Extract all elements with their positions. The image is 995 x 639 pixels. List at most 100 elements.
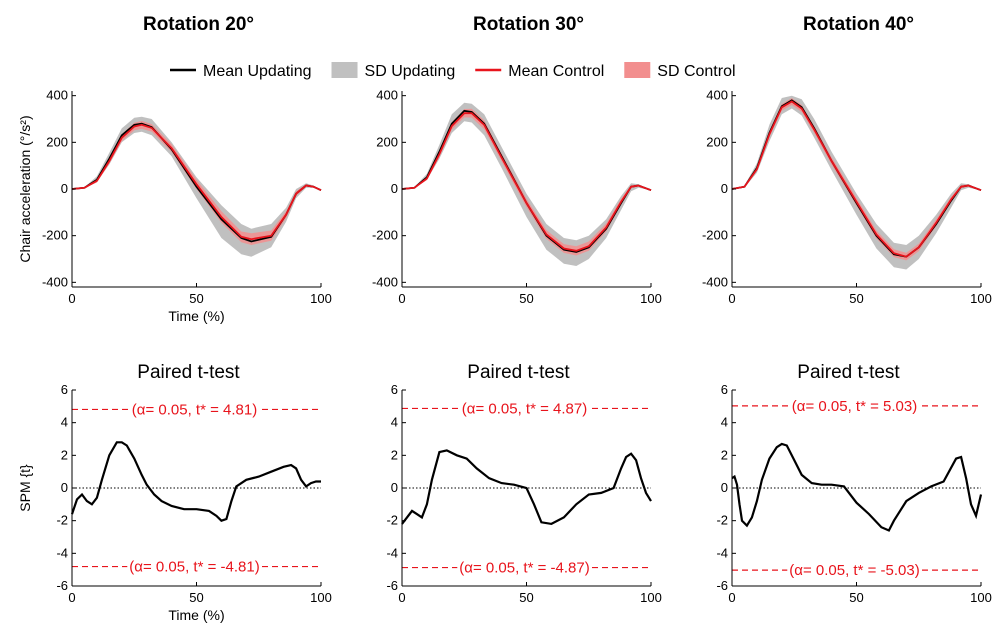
x-tick-label: 100 [970, 291, 992, 306]
y-tick-label: 0 [391, 181, 398, 196]
threshold-label-background [789, 397, 920, 415]
y-tick-label: 400 [376, 88, 398, 103]
mean-updating-line [731, 99, 982, 258]
x-tick-label: 50 [519, 590, 533, 605]
mean-control-line [71, 123, 322, 241]
y-axis-label: SPM {t} [17, 464, 33, 512]
x-tick-label: 50 [519, 291, 533, 306]
spm-t-curve [401, 449, 652, 526]
x-tick-label: 0 [68, 590, 75, 605]
chart-title: Paired t-test [467, 362, 570, 383]
chart-title: Paired t-test [797, 362, 900, 383]
sd-control-band [402, 108, 651, 256]
acceleration-chart-2: Rotation 30° 0 50 100 400 200 0 -200 -400 [372, 14, 662, 306]
x-tick-label: 100 [640, 291, 662, 306]
mean-control-line [401, 112, 652, 252]
y-tick-label: -200 [702, 228, 728, 243]
critical-threshold-label: (α= 0.05, t* = -5.03) [789, 562, 919, 579]
y-tick-label: -2 [56, 513, 68, 528]
spm-chart-3: Paired t-test (α= 0.05, t* = 5.03) (α= 0.0… [716, 362, 991, 605]
y-tick-label: -400 [372, 274, 398, 289]
legend-item-sd-control: SD Control [624, 62, 736, 80]
spm-chart-2: Paired t-test (α= 0.05, t* = 4.87) (α= 0.0… [386, 362, 661, 605]
y-tick-label: 6 [721, 382, 728, 397]
y-tick-label: -400 [702, 274, 728, 289]
chart-title: Rotation 30° [473, 14, 584, 35]
critical-threshold-label: (α= 0.05, t* = 4.87) [462, 400, 587, 417]
y-tick-label: -4 [716, 545, 728, 560]
y-tick-label: -200 [42, 228, 68, 243]
critical-threshold-label: (α= 0.05, t* = 4.81) [132, 401, 257, 418]
y-tick-label: 4 [61, 415, 68, 430]
y-tick-label: 0 [721, 480, 728, 495]
y-tick-label: 0 [721, 181, 728, 196]
critical-threshold-label: (α= 0.05, t* = 5.03) [792, 398, 917, 415]
x-tick-label: 100 [310, 291, 332, 306]
y-tick-label: -2 [386, 513, 398, 528]
acceleration-chart-1: Rotation 20° 0 50 100 400 200 0 -200 -400 Time (%… [17, 14, 332, 324]
y-tick-label: -6 [386, 578, 398, 593]
acceleration-chart-3: Rotation 40° 0 50 100 400 200 0 -200 -400 [702, 14, 992, 306]
x-tick-label: 0 [398, 590, 405, 605]
y-tick-label: 200 [706, 134, 728, 149]
x-tick-label: 0 [728, 590, 735, 605]
y-tick-label: 0 [61, 480, 68, 495]
y-tick-label: -6 [56, 578, 68, 593]
y-tick-label: 2 [721, 447, 728, 462]
x-tick-label: 50 [849, 291, 863, 306]
spm-chart-1: Paired t-test (α= 0.05, t* = 4.81) (α= 0.0… [17, 362, 332, 623]
legend-item-mean-control: Mean Control [475, 63, 604, 80]
sd-updating-band [732, 95, 981, 270]
y-tick-label: -4 [386, 545, 398, 560]
y-tick-label: 6 [61, 382, 68, 397]
spm-t-curve [70, 441, 321, 522]
sd-updating-band [402, 102, 651, 266]
x-axis-label: Time (%) [168, 308, 224, 324]
x-tick-label: 100 [970, 590, 992, 605]
chart-title: Rotation 40° [803, 14, 914, 35]
spm-t-curve [731, 442, 983, 532]
y-tick-label: 2 [391, 447, 398, 462]
y-tick-label: -2 [716, 513, 728, 528]
y-tick-label: -200 [372, 228, 398, 243]
legend-item-mean-updating: Mean Updating [170, 63, 312, 80]
y-tick-label: 400 [706, 88, 728, 103]
y-tick-label: -6 [716, 578, 728, 593]
y-tick-label: 6 [391, 382, 398, 397]
x-tick-label: 50 [189, 291, 203, 306]
threshold-label-background [129, 401, 260, 419]
critical-threshold-label: (α= 0.05, t* = -4.87) [459, 560, 589, 577]
y-tick-label: -400 [42, 274, 68, 289]
x-tick-label: 50 [189, 590, 203, 605]
y-tick-label: 200 [46, 134, 68, 149]
threshold-label-background [787, 562, 922, 580]
x-axis-label: Time (%) [168, 607, 224, 623]
y-tick-label: -4 [56, 545, 68, 560]
legend-patch-swatch [331, 62, 358, 78]
y-tick-label: 200 [376, 134, 398, 149]
y-tick-label: 0 [61, 181, 68, 196]
mean-updating-line [401, 109, 652, 253]
critical-threshold-label: (α= 0.05, t* = -4.81) [129, 559, 259, 576]
legend-label: SD Updating [365, 63, 456, 80]
legend: Mean Updating SD Updating Mean Control SD C… [170, 62, 736, 80]
legend-label: SD Control [657, 63, 735, 80]
y-axis-label: Chair acceleration (°/s²) [17, 115, 33, 262]
x-tick-label: 0 [728, 291, 735, 306]
y-tick-label: 4 [721, 415, 728, 430]
threshold-label-background [127, 558, 262, 576]
x-tick-label: 0 [398, 291, 405, 306]
legend-label: Mean Control [508, 63, 604, 80]
x-tick-label: 100 [640, 590, 662, 605]
legend-label: Mean Updating [203, 63, 312, 80]
legend-patch-swatch [624, 62, 651, 78]
threshold-label-background [457, 559, 592, 577]
mean-control-line [731, 100, 982, 258]
y-tick-label: 0 [391, 480, 398, 495]
y-tick-label: 400 [46, 88, 68, 103]
chart-title: Paired t-test [137, 362, 240, 383]
legend-item-sd-updating: SD Updating [331, 62, 456, 80]
y-tick-label: 4 [391, 415, 398, 430]
